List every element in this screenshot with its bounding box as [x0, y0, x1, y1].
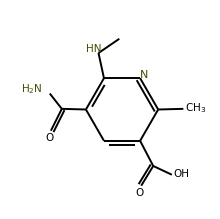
- Text: OH: OH: [173, 169, 189, 179]
- Text: H$_2$N: H$_2$N: [21, 82, 43, 96]
- Text: HN: HN: [86, 44, 101, 54]
- Text: CH$_3$: CH$_3$: [185, 101, 206, 115]
- Text: N: N: [140, 70, 148, 80]
- Text: O: O: [135, 188, 143, 198]
- Text: O: O: [46, 133, 54, 143]
